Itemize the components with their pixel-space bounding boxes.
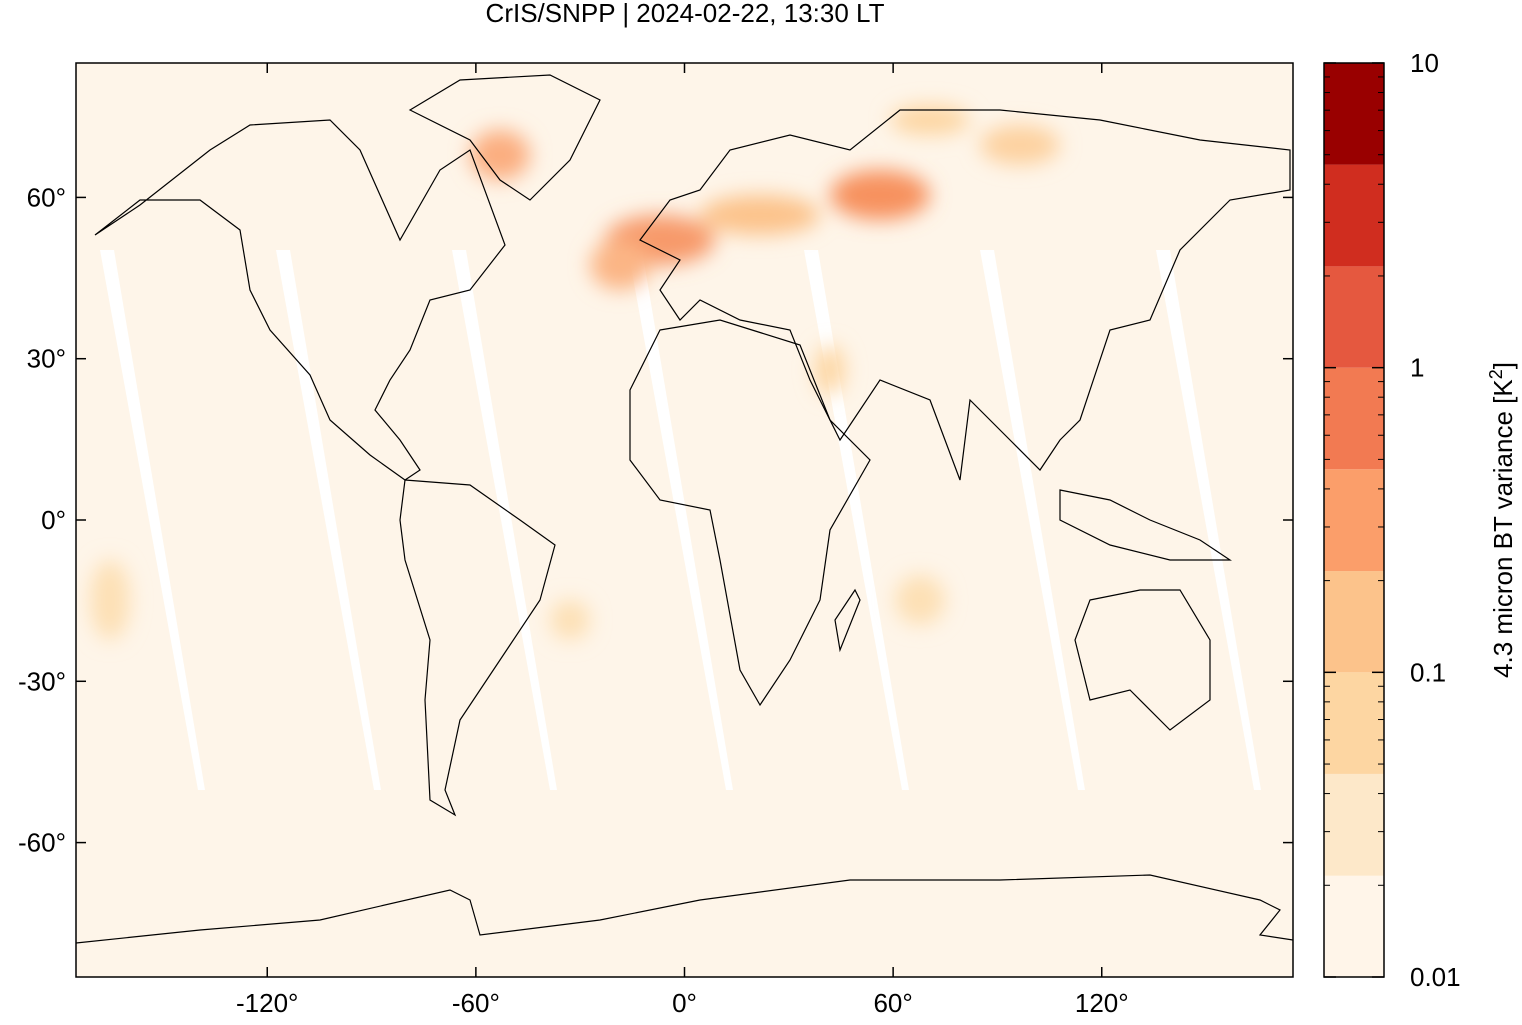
swath-gaps <box>100 250 1261 790</box>
colorbar-tick-label: 0.01 <box>1410 962 1461 992</box>
colorbar-bin <box>1324 367 1384 470</box>
x-tick-label: -120° <box>236 988 298 1018</box>
x-tick-label: -60° <box>452 988 500 1018</box>
colorbar-label-superscript: 2 <box>1486 369 1506 379</box>
swath-gap <box>452 250 557 790</box>
y-tick-label: 0° <box>41 505 66 535</box>
swath-gap <box>628 250 733 790</box>
y-tick-label: -60° <box>18 828 66 858</box>
colorbar-label: 4.3 micron BT variance [K2] <box>1486 362 1518 678</box>
colorbar-bin <box>1324 773 1384 876</box>
swath-gap <box>980 250 1085 790</box>
colorbar-bin <box>1324 164 1384 267</box>
colorbar-tick-label: 1 <box>1410 353 1424 383</box>
coastlines <box>76 74 1293 944</box>
colorbar-bin <box>1324 875 1384 977</box>
colorbar-label-text: 4.3 micron BT variance [K <box>1488 379 1518 678</box>
y-tick-label: 30° <box>27 344 66 374</box>
colorbar-bin <box>1324 469 1384 572</box>
colorbar-tick-label: 0.1 <box>1410 657 1446 687</box>
colorbar-bin <box>1324 571 1384 673</box>
y-tick-label: 60° <box>27 182 66 212</box>
colorbar-tick-label: 10 <box>1410 48 1439 78</box>
x-tick-label: 0° <box>672 988 697 1018</box>
x-tick-label: 60° <box>873 988 912 1018</box>
colorbar-frame <box>1323 62 1385 978</box>
y-tick-label: -30° <box>18 666 66 696</box>
colorbar-label-end: ] <box>1488 362 1518 369</box>
colorbar-bin <box>1324 672 1384 774</box>
swath-gap <box>276 250 381 790</box>
swath-gap <box>1156 250 1261 790</box>
swath-gap <box>100 250 205 790</box>
variance-patches <box>90 105 1060 640</box>
colorbar-bin <box>1324 63 1384 165</box>
x-tick-label: 120° <box>1075 988 1129 1018</box>
chart-title: CrIS/SNPP | 2024-02-22, 13:30 LT <box>486 0 885 28</box>
colorbar-bin <box>1324 266 1384 368</box>
